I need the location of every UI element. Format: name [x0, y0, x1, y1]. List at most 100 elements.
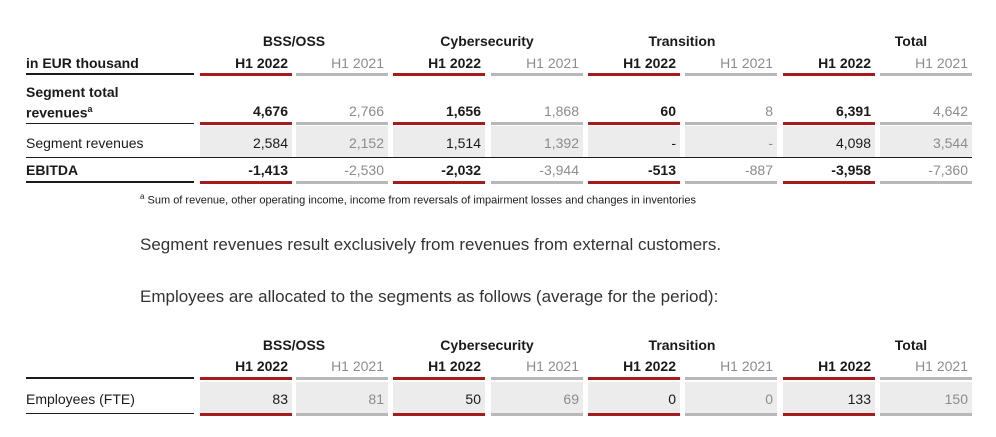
muted-rule [491, 73, 583, 76]
muted-rule [491, 377, 583, 380]
accent-rule [588, 73, 680, 76]
table-cell: -513 [647, 162, 676, 178]
cell-shade [200, 126, 292, 157]
row-rule [26, 181, 194, 183]
table-cell: - [768, 135, 773, 151]
muted-rule [491, 181, 583, 184]
cell-shade [393, 126, 485, 157]
accent-rule [783, 122, 875, 125]
period-header: H1 2021 [331, 55, 384, 71]
table-cell: -3,958 [831, 162, 871, 178]
muted-rule [685, 413, 777, 416]
muted-rule [296, 122, 388, 125]
table-cell: 4,676 [252, 103, 288, 119]
muted-rule [296, 377, 388, 380]
period-header: H1 2022 [235, 358, 288, 374]
table-cell: 1,392 [543, 135, 579, 151]
table-cell: 4,098 [835, 135, 871, 151]
period-header: H1 2021 [720, 358, 773, 374]
table-cell: 3,544 [932, 135, 968, 151]
table-cell: - [671, 135, 676, 151]
period-header: H1 2022 [818, 55, 871, 71]
table-cell: 0 [668, 391, 676, 407]
table-cell: -2,032 [441, 162, 481, 178]
table-cell: 6,391 [835, 103, 871, 119]
accent-rule [393, 73, 485, 76]
cell-shade [588, 126, 680, 157]
row-rule [26, 413, 194, 414]
period-header: H1 2022 [818, 358, 871, 374]
table-cell: -887 [744, 162, 773, 178]
cell-shade [491, 382, 583, 413]
row-rule [26, 123, 194, 124]
table-cell: -3,944 [539, 162, 579, 178]
muted-rule [491, 413, 583, 416]
period-header: H1 2021 [720, 55, 773, 71]
muted-rule [296, 413, 388, 416]
table-cell: -2,530 [344, 162, 384, 178]
accent-rule [588, 413, 680, 416]
period-header: H1 2022 [428, 358, 481, 374]
accent-rule [393, 413, 485, 416]
accent-rule [200, 181, 292, 184]
accent-rule [588, 181, 680, 184]
table-cell: 1,656 [445, 103, 481, 119]
accent-rule [200, 377, 292, 380]
row-label-employees-fte: Employees (FTE) [26, 391, 135, 407]
accent-rule [783, 181, 875, 184]
row-label-segment-revenues: Segment revenues [26, 135, 144, 151]
cell-shade [588, 382, 680, 413]
table-cell: -7,360 [928, 162, 968, 178]
segment-header-cybersecurity: Cybersecurity [440, 33, 534, 49]
period-header: H1 2022 [623, 55, 676, 71]
period-header: H1 2021 [331, 358, 384, 374]
table-cell: 60 [660, 103, 676, 119]
segment-header-cybersecurity: Cybersecurity [440, 337, 534, 353]
body-paragraph: Employees are allocated to the segments … [140, 287, 719, 306]
segment-header-bss-oss: BSS/OSS [262, 337, 326, 353]
segment-header-transition: Transition [648, 337, 716, 353]
table-cell: -1,413 [248, 162, 288, 178]
accent-rule [588, 122, 680, 125]
table-cell: 83 [272, 391, 288, 407]
segment-header-total: Total [894, 33, 928, 49]
accent-rule [783, 73, 875, 76]
accent-rule [393, 122, 485, 125]
cell-shade [393, 382, 485, 413]
muted-rule [880, 377, 972, 380]
period-header: H1 2022 [428, 55, 481, 71]
header-rule [26, 377, 194, 379]
cell-shade [783, 382, 875, 413]
period-header: H1 2022 [235, 55, 288, 71]
muted-rule [296, 73, 388, 76]
table-cell: 0 [765, 391, 773, 407]
muted-rule [880, 181, 972, 184]
accent-rule [783, 377, 875, 380]
cell-shade [685, 126, 777, 157]
cell-shade [200, 382, 292, 413]
period-header: H1 2021 [526, 55, 579, 71]
accent-rule [200, 122, 292, 125]
accent-rule [200, 413, 292, 416]
accent-rule [783, 413, 875, 416]
table-footnote: a Sum of revenue, other operating income… [140, 192, 696, 207]
accent-rule [588, 377, 680, 380]
cell-shade [296, 126, 388, 157]
table-cell: 69 [563, 391, 579, 407]
table-cell: 150 [944, 391, 968, 407]
row-label-ebitda: EBITDA [26, 162, 79, 178]
muted-rule [880, 73, 972, 76]
unit-label: in EUR thousand [26, 55, 139, 71]
segment-header-transition: Transition [648, 33, 716, 49]
muted-rule [491, 122, 583, 125]
header-rule [26, 73, 194, 75]
body-paragraph: Segment revenues result exclusively from… [140, 235, 722, 254]
row-rule [26, 157, 972, 158]
cell-shade [491, 126, 583, 157]
muted-rule [880, 122, 972, 125]
muted-rule [685, 181, 777, 184]
table-cell: 133 [847, 391, 871, 407]
period-header: H1 2021 [915, 55, 968, 71]
table-cell: 4,642 [932, 103, 968, 119]
cell-shade [783, 126, 875, 157]
